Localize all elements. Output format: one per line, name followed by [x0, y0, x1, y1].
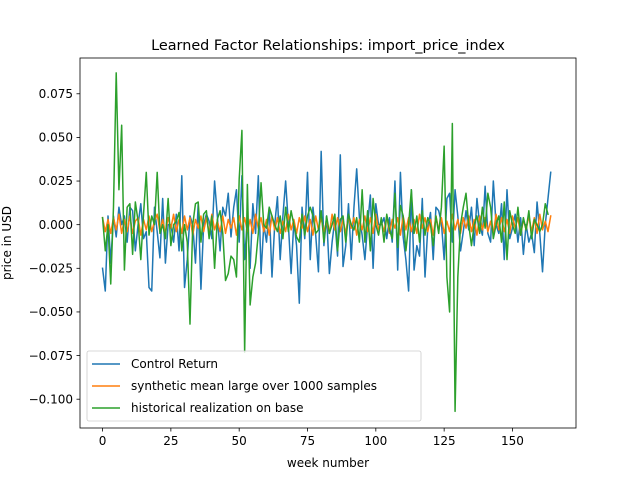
- legend-label-control-return: Control Return: [131, 357, 218, 371]
- plot-frame: [79, 57, 577, 429]
- x-tick-label: 125: [433, 434, 456, 448]
- series-layer: [101, 72, 552, 413]
- x-tick-label: 50: [232, 434, 247, 448]
- x-tick-label: 0: [99, 434, 107, 448]
- y-tick-label: −0.050: [29, 305, 73, 319]
- x-tick-label: 75: [300, 434, 315, 448]
- legend-box: [86, 350, 422, 422]
- y-tick-label: −0.100: [29, 392, 73, 406]
- axes-layer: 0 25 50 75 100 125 150 −0.100 −0.075 −0.050 −0.025…: [29, 87, 524, 448]
- y-tick-label: −0.075: [29, 349, 73, 363]
- y-tick-label: 0.025: [39, 174, 73, 188]
- y-tick-label: 0.050: [39, 131, 73, 145]
- chart-title: Learned Factor Relationships: import_pri…: [151, 38, 505, 54]
- x-axis-label: week number: [287, 456, 369, 470]
- legend: Control Return synthetic mean large over…: [86, 350, 422, 422]
- y-tick-label: 0.000: [39, 218, 73, 232]
- x-tick-label: 25: [163, 434, 178, 448]
- legend-label-historical-realization: historical realization on base: [131, 401, 304, 415]
- y-tick-label: 0.075: [39, 87, 73, 101]
- x-tick-label: 100: [364, 434, 387, 448]
- legend-label-synthetic-mean: synthetic mean large over 1000 samples: [131, 379, 377, 393]
- y-axis-label: price in USD: [0, 206, 14, 280]
- x-tick-label: 150: [501, 434, 524, 448]
- y-tick-label: −0.025: [29, 262, 73, 276]
- series-line-historical-realization-on-base: [101, 72, 549, 413]
